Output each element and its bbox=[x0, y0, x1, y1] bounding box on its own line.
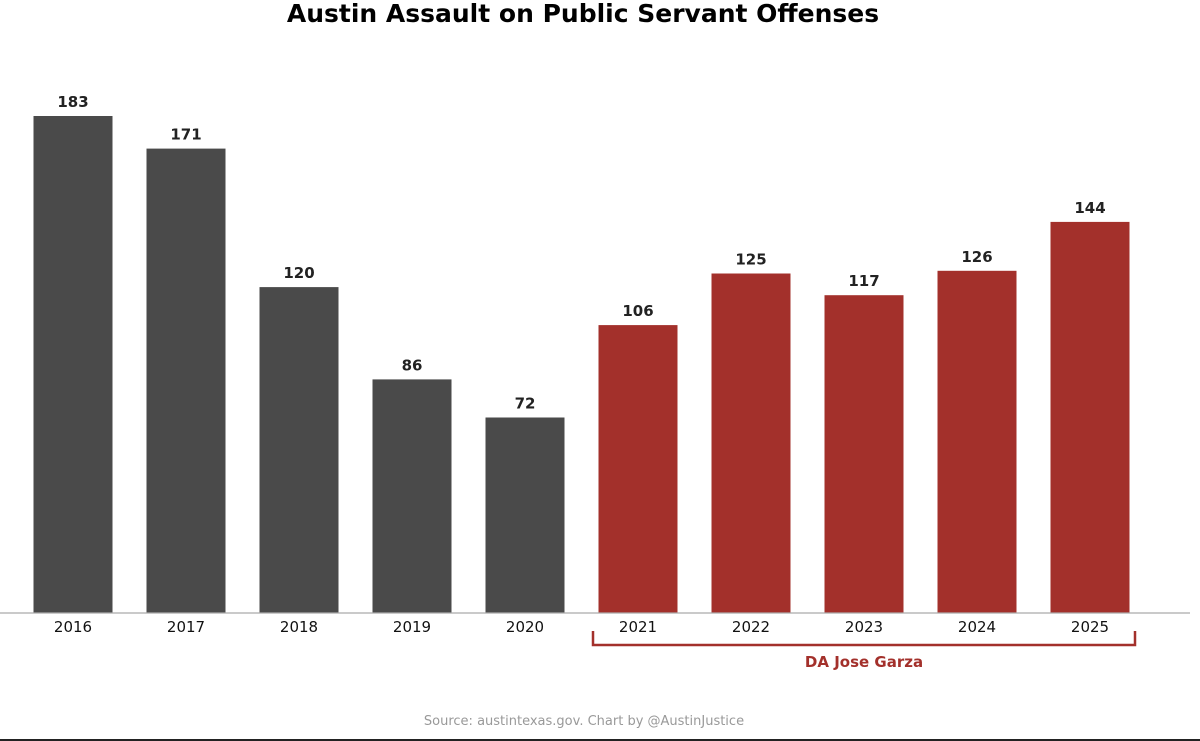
x-tick-label-2025: 2025 bbox=[1071, 618, 1109, 636]
value-label-2020: 72 bbox=[515, 395, 536, 413]
tick-labels-group: 2016 2017 2018 2019 2020 2021 2022 2023 2024 2025 bbox=[54, 618, 1109, 636]
chart-title: Austin Assault on Public Servant Offense… bbox=[287, 0, 879, 28]
x-tick-label-2019: 2019 bbox=[393, 618, 431, 636]
x-tick-label-2021: 2021 bbox=[619, 618, 657, 636]
bars-group bbox=[33, 116, 1130, 613]
value-label-2024: 126 bbox=[961, 248, 992, 266]
bar-2016 bbox=[33, 116, 113, 613]
bar-2018 bbox=[259, 287, 339, 613]
annotation-bracket bbox=[591, 631, 1137, 647]
value-labels-group: 183 171 120 86 72 106 125 117 126 144 bbox=[57, 93, 1105, 413]
value-label-2017: 171 bbox=[170, 126, 201, 144]
value-label-2025: 144 bbox=[1074, 199, 1105, 217]
bar-2022 bbox=[711, 273, 791, 613]
value-label-2019: 86 bbox=[402, 356, 423, 374]
bottom-rule bbox=[0, 739, 1200, 741]
value-label-2021: 106 bbox=[622, 302, 653, 320]
x-tick-label-2016: 2016 bbox=[54, 618, 92, 636]
x-tick-label-2017: 2017 bbox=[167, 618, 205, 636]
annotation-label: DA Jose Garza bbox=[805, 653, 923, 671]
bar-2024 bbox=[937, 270, 1017, 613]
value-label-2016: 183 bbox=[57, 93, 88, 111]
bar-2019 bbox=[372, 379, 452, 613]
bar-2021 bbox=[598, 325, 678, 613]
x-tick-label-2023: 2023 bbox=[845, 618, 883, 636]
value-label-2022: 125 bbox=[735, 251, 766, 269]
x-tick-label-2020: 2020 bbox=[506, 618, 544, 636]
value-label-2023: 117 bbox=[848, 272, 879, 290]
x-tick-label-2018: 2018 bbox=[280, 618, 318, 636]
bar-2020 bbox=[485, 417, 565, 613]
source-note: Source: austintexas.gov. Chart by @Austi… bbox=[424, 714, 744, 729]
bar-2025 bbox=[1050, 221, 1130, 613]
value-label-2018: 120 bbox=[283, 264, 314, 282]
bar-2023 bbox=[824, 295, 904, 613]
bar-2017 bbox=[146, 148, 226, 613]
x-tick-label-2024: 2024 bbox=[958, 618, 996, 636]
x-tick-label-2022: 2022 bbox=[732, 618, 770, 636]
